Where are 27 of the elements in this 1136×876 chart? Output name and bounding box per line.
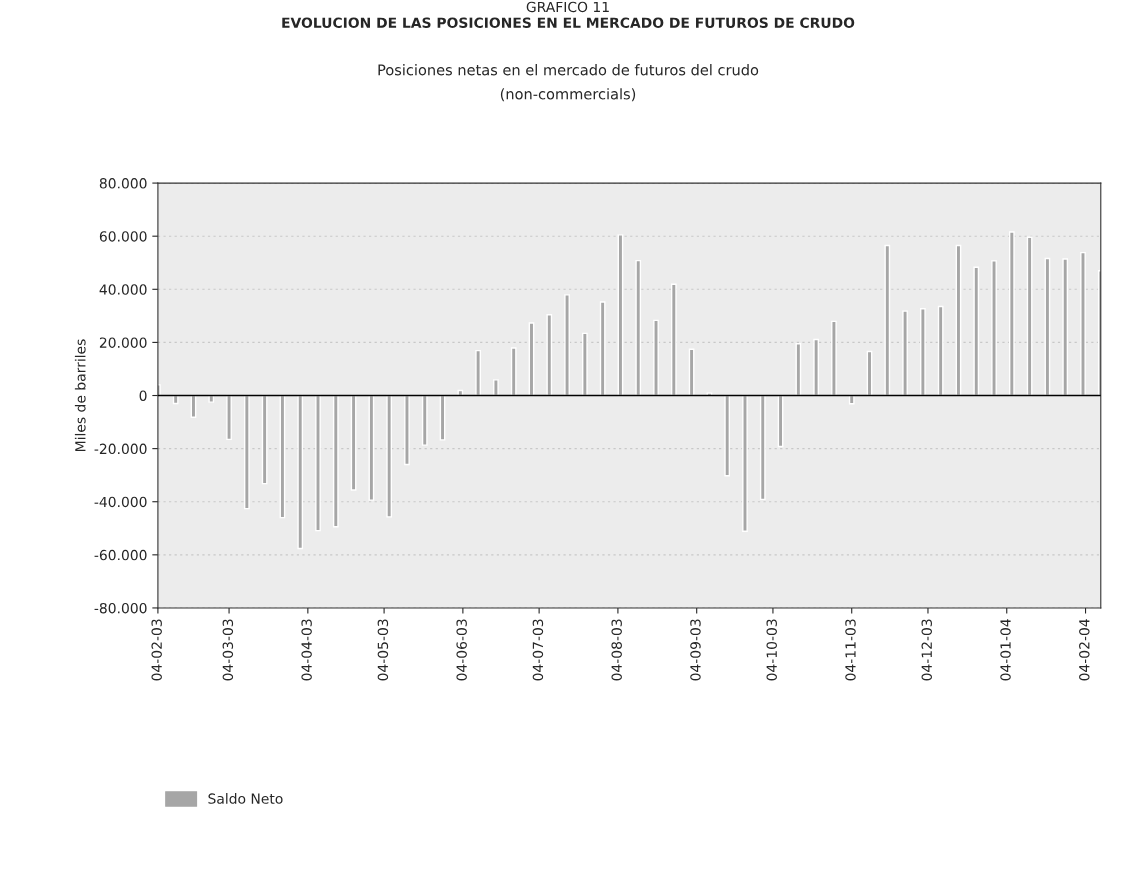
x-tick-label: 04-02-04 <box>1079 619 1090 681</box>
x-tick-label: 04-03-03 <box>222 619 234 681</box>
y-tick-label: 60.000 <box>99 231 147 242</box>
y-tick-label: 40.000 <box>99 284 147 295</box>
x-tick-label: 04-11-03 <box>845 619 856 681</box>
text: GRAFICO 11 <box>526 1 609 13</box>
x-tick-label: 04-07-03 <box>532 619 544 681</box>
y-tick-label: -20.000 <box>94 443 147 455</box>
x-tick-label: 04-01-04 <box>1000 619 1011 681</box>
x-tick-label: 04-09-03 <box>690 619 701 681</box>
x-tick-label: 04-10-03 <box>766 619 777 681</box>
chart-subtitle: Posiciones netas en el mercado de futuros del crudo (non-commercials) <box>378 64 759 102</box>
x-tick-label: 04-06-03 <box>456 619 467 681</box>
y-tick-label: 0 <box>139 390 147 401</box>
x-tick-label: 04-12-03 <box>921 619 932 681</box>
x-tick-label: 04-08-03 <box>611 619 622 681</box>
x-tick-label: 04-02-03 <box>151 619 162 681</box>
y-tick-label: 80.000 <box>99 178 147 189</box>
y-tick-label: -80.000 <box>94 602 147 614</box>
y-axis-title: Miles de barriles <box>74 339 86 451</box>
x-tick-label: 04-04-03 <box>301 619 312 681</box>
y-tick-label: -60.000 <box>94 549 147 561</box>
y-tick-label: -40.000 <box>94 496 147 508</box>
chart-title: EVOLUCION DE LAS POSICIONES EN EL MERCADO DE FUTUROS DE CRUDO <box>282 17 855 28</box>
x-tick-label: 04-05-03 <box>377 619 389 681</box>
legend-label: Saldo Neto <box>208 793 283 804</box>
y-tick-label: 20.000 <box>99 337 147 348</box>
